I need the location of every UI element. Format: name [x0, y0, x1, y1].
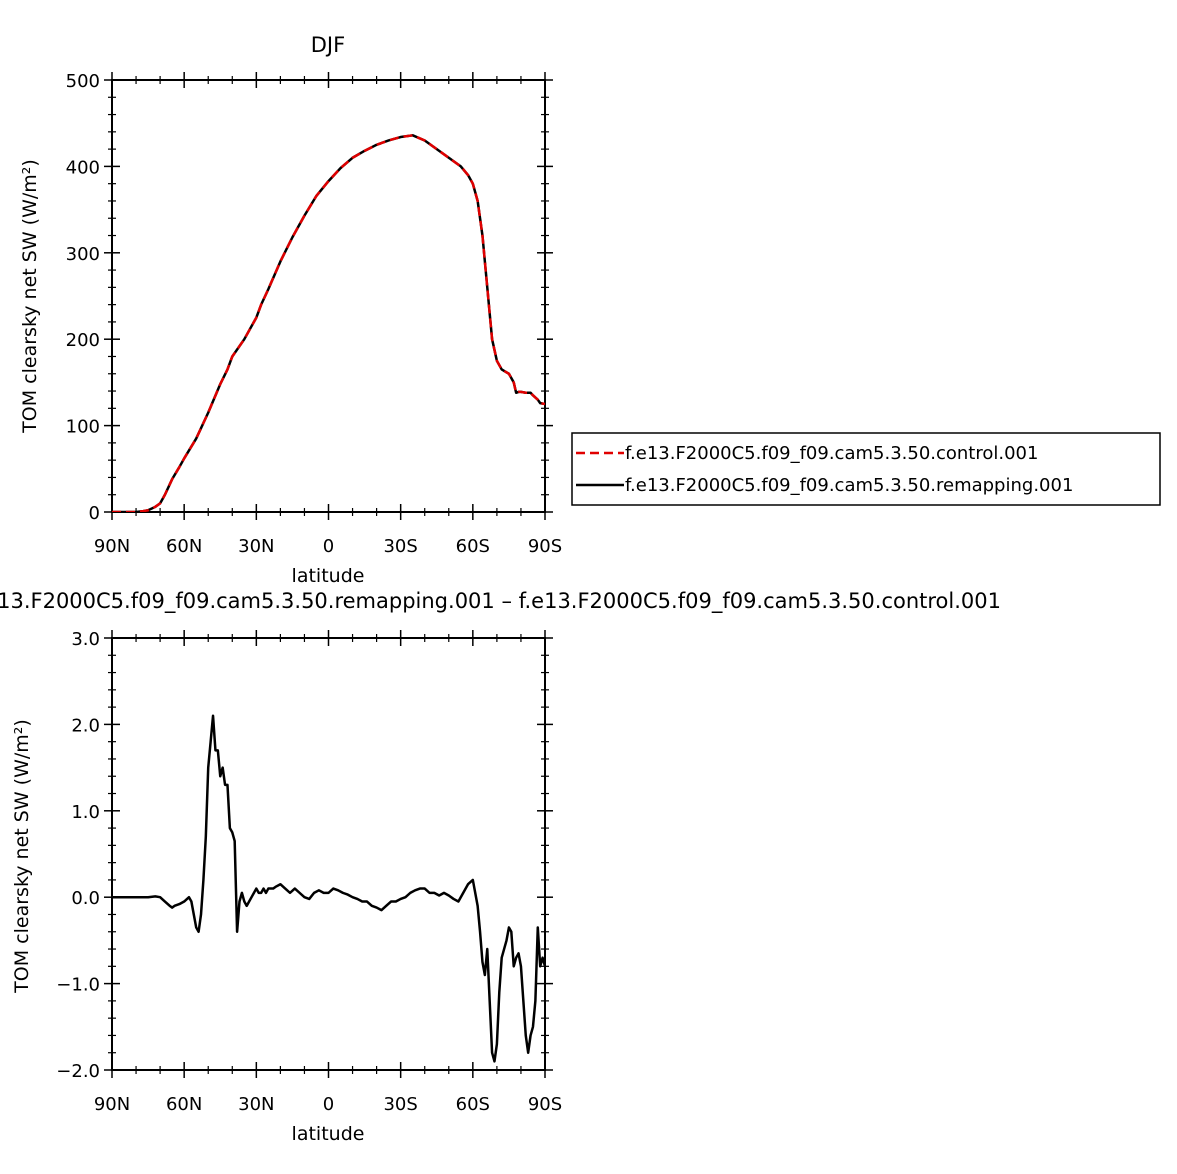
chart-title: DJF — [311, 33, 345, 57]
y-tick-label: 1.0 — [71, 802, 100, 823]
legend: f.e13.F2000C5.f09_f09.cam5.3.50.control.… — [571, 432, 1161, 506]
y-tick-label: 100 — [66, 417, 100, 438]
x-tick-label: 60N — [166, 536, 202, 557]
x-tick-label: 60S — [456, 536, 490, 557]
x-tick-label: 90S — [528, 536, 562, 557]
x-tick-label: 90N — [94, 536, 130, 557]
legend-box — [571, 432, 1161, 506]
series-line-difference — [112, 714, 545, 1063]
y-axis-label: TOM clearsky net SW (W/m²) — [19, 159, 41, 434]
y-tick-label: 0.0 — [71, 888, 100, 909]
y-tick-label: 0 — [89, 503, 100, 524]
y-tick-labels: 0 100 200 300 400 500 — [66, 71, 100, 524]
y-tick-label: 300 — [66, 244, 100, 265]
x-tick-label: 0 — [323, 1094, 334, 1115]
x-tick-label: 90N — [94, 1094, 130, 1115]
y-tick-label: −2.0 — [56, 1061, 100, 1082]
y-tick-labels: −2.0 −1.0 0.0 1.0 2.0 3.0 — [56, 629, 100, 1082]
series-line-remapping — [112, 134, 545, 512]
x-tick-label: 30S — [383, 536, 417, 557]
tick-marks — [104, 630, 553, 1078]
x-tick-label: 0 — [323, 536, 334, 557]
x-tick-label: 30S — [383, 1094, 417, 1115]
x-tick-label: 90S — [528, 1094, 562, 1115]
difference-title: f.e13.F2000C5.f09_f09.cam5.3.50.remappin… — [0, 589, 1001, 614]
x-tick-label: 30N — [238, 536, 274, 557]
x-tick-label: 60S — [456, 1094, 490, 1115]
chart-top: DJF 90N 60N 30N 0 30S 60S 90S 0 100 200 300 400 500… — [19, 33, 1161, 587]
legend-label-control: f.e13.F2000C5.f09_f09.cam5.3.50.control.… — [625, 443, 1038, 464]
tick-marks — [104, 72, 553, 520]
series-line-control — [112, 134, 545, 512]
series-group — [112, 714, 545, 1063]
plot-frame — [111, 637, 546, 1071]
chart-bottom: f.e13.F2000C5.f09_f09.cam5.3.50.remappin… — [0, 589, 1001, 1145]
x-axis-label: latitude — [292, 1123, 365, 1145]
y-tick-label: 500 — [66, 71, 100, 92]
legend-label-remapping: f.e13.F2000C5.f09_f09.cam5.3.50.remappin… — [625, 475, 1073, 496]
x-tick-label: 60N — [166, 1094, 202, 1115]
x-tick-labels: 90N 60N 30N 0 30S 60S 90S — [94, 1094, 562, 1115]
series-group — [112, 134, 545, 512]
y-tick-label: 3.0 — [71, 629, 100, 650]
y-tick-label: 2.0 — [71, 715, 100, 736]
x-tick-labels: 90N 60N 30N 0 30S 60S 90S — [94, 536, 562, 557]
y-tick-label: 400 — [66, 157, 100, 178]
x-axis-label: latitude — [292, 565, 365, 587]
y-tick-label: 200 — [66, 330, 100, 351]
y-axis-label: TOM clearsky net SW (W/m²) — [11, 719, 33, 994]
x-tick-label: 30N — [238, 1094, 274, 1115]
plot-frame — [111, 79, 546, 513]
y-tick-label: −1.0 — [56, 975, 100, 996]
